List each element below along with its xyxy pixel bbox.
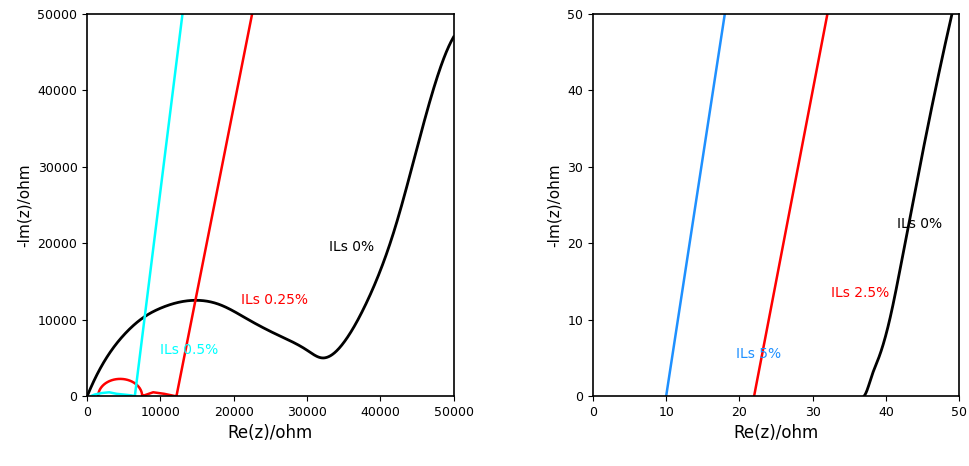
Text: ILs 0.5%: ILs 0.5% xyxy=(161,343,219,357)
Text: ILs 0%: ILs 0% xyxy=(329,240,374,254)
Y-axis label: -Im(z)/ohm: -Im(z)/ohm xyxy=(16,163,32,247)
Text: ILs 5%: ILs 5% xyxy=(735,347,781,361)
Text: ILs 0.25%: ILs 0.25% xyxy=(241,294,308,308)
Text: ILs 2.5%: ILs 2.5% xyxy=(831,286,890,300)
X-axis label: Re(z)/ohm: Re(z)/ohm xyxy=(734,425,819,442)
X-axis label: Re(z)/ohm: Re(z)/ohm xyxy=(228,425,313,442)
Text: ILs 0%: ILs 0% xyxy=(897,217,942,231)
Y-axis label: -Im(z)/ohm: -Im(z)/ohm xyxy=(547,163,562,247)
